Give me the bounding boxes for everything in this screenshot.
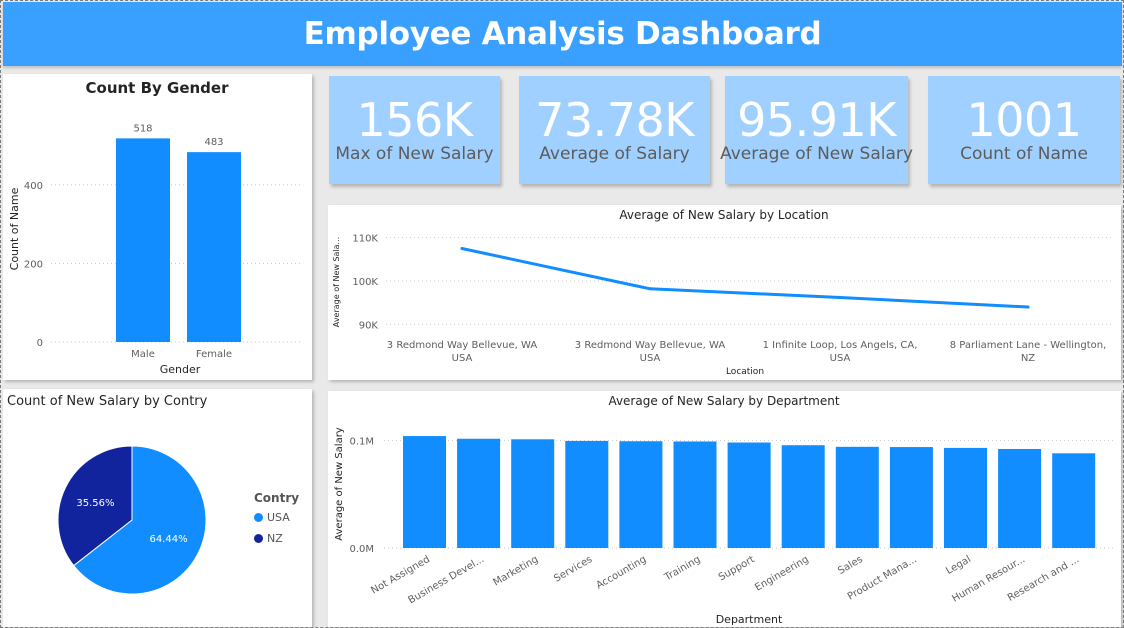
bar-department	[457, 438, 501, 548]
x-tick-label: Accounting	[595, 554, 649, 591]
x-tick-label: Marketing	[492, 554, 541, 588]
kpi-card-average-salary[interactable]: 73.78K Average of Salary	[519, 76, 710, 184]
y-tick-label: 100K	[352, 277, 378, 288]
legend-label: NZ	[267, 532, 283, 545]
bar-department	[673, 441, 717, 548]
kpi-label: Average of Salary	[539, 144, 690, 164]
bar-department	[727, 442, 771, 548]
department-chart-panel[interactable]: Average of New Salary by Department 0.0M 0…	[328, 391, 1121, 627]
bar-department	[835, 446, 879, 548]
x-tick-label: Legal	[944, 554, 973, 577]
kpi-label: Count of Name	[960, 144, 1088, 164]
x-tick-label: Services	[552, 554, 594, 585]
y-tick-label: 400	[24, 181, 43, 192]
data-label: 483	[204, 137, 223, 148]
dashboard-header: Employee Analysis Dashboard	[3, 2, 1122, 66]
y-tick-label: 200	[24, 259, 43, 270]
x-tick-label: 1 Infinite Loop, Los Angels, CA,	[763, 340, 918, 351]
bar-department	[619, 441, 663, 548]
series-line	[460, 247, 1030, 309]
bar-male	[116, 138, 170, 342]
kpi-card-average-new-salary[interactable]: 95.91K Average of New Salary	[720, 76, 913, 184]
kpi-value: 95.91K	[737, 93, 896, 147]
kpi-value: 1001	[966, 93, 1082, 147]
bar-female	[187, 152, 241, 342]
x-tick-label: Support	[717, 554, 757, 583]
kpi-value: 73.78K	[535, 93, 694, 147]
x-tick-label: 3 Redmond Way Bellevue, WA	[387, 340, 538, 351]
x-tick-label-line2: USA	[830, 353, 851, 364]
legend-item-usa[interactable]: USA	[254, 511, 299, 524]
legend-dot	[254, 534, 263, 543]
bar-department	[781, 445, 825, 548]
chart-title: Count By Gender	[86, 79, 230, 97]
x-tick-label: Training	[662, 554, 703, 584]
x-tick-label: 8 Parliament Lane - Wellington,	[950, 340, 1107, 351]
bar-department	[1052, 453, 1096, 548]
y-tick-label: 110K	[352, 234, 378, 245]
line-point	[1026, 305, 1030, 309]
chart-title: Count of New Salary by Contry	[7, 394, 208, 409]
country-legend: Contry USA NZ	[254, 491, 299, 553]
country-pie-chart: Count of New Salary by Contry 64.44% 35.56…	[7, 394, 208, 595]
chart-title: Average of New Salary by Department	[608, 394, 839, 408]
bar-department	[511, 439, 555, 548]
x-tick-label: Male	[131, 349, 155, 360]
chart-title: Average of New Salary by Location	[619, 208, 828, 222]
y-tick-label: 0.0M	[349, 544, 374, 555]
y-tick-label: 0.1M	[349, 436, 374, 447]
slice-label: 64.44%	[150, 534, 188, 545]
location-line-chart: Average of New Salary by Location 90K 100K…	[332, 208, 1113, 377]
slice-label: 35.56%	[76, 498, 114, 509]
bar-department	[889, 447, 933, 548]
x-tick-label-line2: NZ	[1021, 353, 1035, 364]
legend-dot	[254, 513, 263, 522]
x-tick-label-line2: USA	[452, 353, 473, 364]
x-tick-label: Engineering	[753, 554, 810, 594]
bar-department	[998, 448, 1042, 548]
y-tick-label: 90K	[359, 320, 379, 331]
x-tick-label: Female	[196, 349, 232, 360]
line-point	[460, 247, 464, 250]
bar-department	[944, 447, 987, 548]
x-tick-label: 3 Redmond Way Bellevue, WA	[575, 340, 726, 351]
legend-label: USA	[267, 511, 290, 524]
line-point	[838, 295, 842, 299]
country-chart-panel[interactable]: Count of New Salary by Contry 64.44% 35.56…	[3, 389, 312, 627]
gender-bar-chart: Count By Gender 0 200 400 518 Male 483 Female Ge…	[8, 79, 303, 376]
y-axis-title: Average of New Salary	[334, 427, 345, 541]
gender-chart-panel[interactable]: Count By Gender 0 200 400 518 Male 483 Female Ge…	[3, 74, 312, 380]
kpi-card-count-of-name[interactable]: 1001 Count of Name	[928, 76, 1120, 184]
line-point	[648, 287, 652, 291]
bar-department	[565, 440, 609, 548]
x-axis-title: Gender	[160, 363, 201, 376]
y-axis-title: Count of Name	[8, 187, 21, 270]
department-bar-chart: Average of New Salary by Department 0.0M 0…	[334, 394, 1113, 626]
x-tick-label: Sales	[836, 554, 865, 577]
data-label: 518	[133, 123, 152, 134]
kpi-card-max-new-salary[interactable]: 156K Max of New Salary	[329, 76, 500, 184]
legend-item-nz[interactable]: NZ	[254, 532, 299, 545]
pie-slice-nz	[57, 445, 133, 567]
location-chart-panel[interactable]: Average of New Salary by Location 90K 100K…	[328, 205, 1121, 380]
bar-department	[403, 436, 446, 548]
y-axis-title: Average of New Sala...	[332, 237, 341, 327]
x-axis-title: Location	[726, 367, 764, 377]
dashboard-title: Employee Analysis Dashboard	[303, 16, 822, 52]
legend-title: Contry	[254, 491, 300, 505]
x-tick-label-line2: USA	[640, 353, 661, 364]
kpi-label: Average of New Salary	[720, 144, 913, 164]
x-axis-title: Department	[716, 613, 783, 626]
pie-slice-usa	[72, 445, 207, 595]
y-tick-label: 0	[37, 338, 43, 349]
kpi-value: 156K	[356, 93, 473, 147]
kpi-label: Max of New Salary	[335, 144, 494, 164]
